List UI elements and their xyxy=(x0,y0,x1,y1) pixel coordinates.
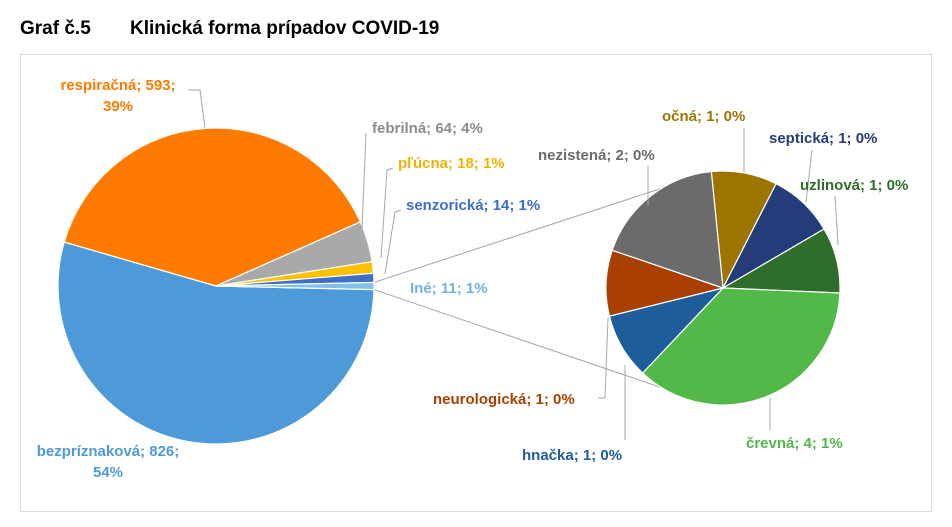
pie-label-percent-bezpriznakova: 54% xyxy=(93,464,123,481)
pie-label-bezpriznakova: bezpríznaková; 826; xyxy=(37,443,180,460)
pie-leader-plucna xyxy=(380,167,394,259)
subpie-slice-nezistena xyxy=(611,170,724,289)
chart-title: Klinická forma prípadov COVID-19 xyxy=(130,18,440,39)
pie-label-respiracna: respiračná; 593; xyxy=(60,77,175,94)
subpie-label-nezistena: nezistená; 2; 0% xyxy=(538,147,655,164)
subpie-label-hnacka: hnačka; 1; 0% xyxy=(522,447,622,464)
subpie-leader-neurologicka xyxy=(598,317,609,399)
pie-leader-respiracna xyxy=(188,89,206,129)
chart-frame xyxy=(20,54,932,512)
subpie-slice-crevna xyxy=(641,287,841,406)
pie-label-percent-respiracna: 39% xyxy=(103,98,133,115)
pie-label-ine: Iné; 11; 1% xyxy=(410,280,488,297)
pie-leader-senzoricka xyxy=(384,209,402,275)
pie-label-plucna: pľúcna; 18; 1% xyxy=(398,155,505,172)
pie-slice-respiracna xyxy=(63,127,362,287)
subpie-label-ocna: očná; 1; 0% xyxy=(662,108,745,125)
subpie-label-crevna: črevná; 4; 1% xyxy=(746,435,843,452)
connector-line-bottom xyxy=(373,289,663,389)
figure-number: Graf č.5 xyxy=(20,18,91,39)
connector-line-top xyxy=(373,187,663,283)
subpie-leader-uzlinova xyxy=(834,195,839,246)
pie-label-senzoricka: senzorická; 14; 1% xyxy=(406,197,540,214)
pie-leader-febrilna xyxy=(361,132,367,230)
subpie-leader-septicka xyxy=(805,149,813,203)
pie-slice-bezpriznakova xyxy=(57,241,375,445)
subpie-label-neurologicka: neurologická; 1; 0% xyxy=(433,391,575,408)
subpie-label-uzlinova: uzlinová; 1; 0% xyxy=(800,177,908,194)
pie-slice-ine xyxy=(215,281,375,291)
subpie-label-septicka: septická; 1; 0% xyxy=(769,130,877,147)
figure-heading: Graf č.5 Klinická forma prípadov COVID-19 xyxy=(20,18,439,40)
pie-label-febrilna: febrilná; 64; 4% xyxy=(372,120,483,137)
